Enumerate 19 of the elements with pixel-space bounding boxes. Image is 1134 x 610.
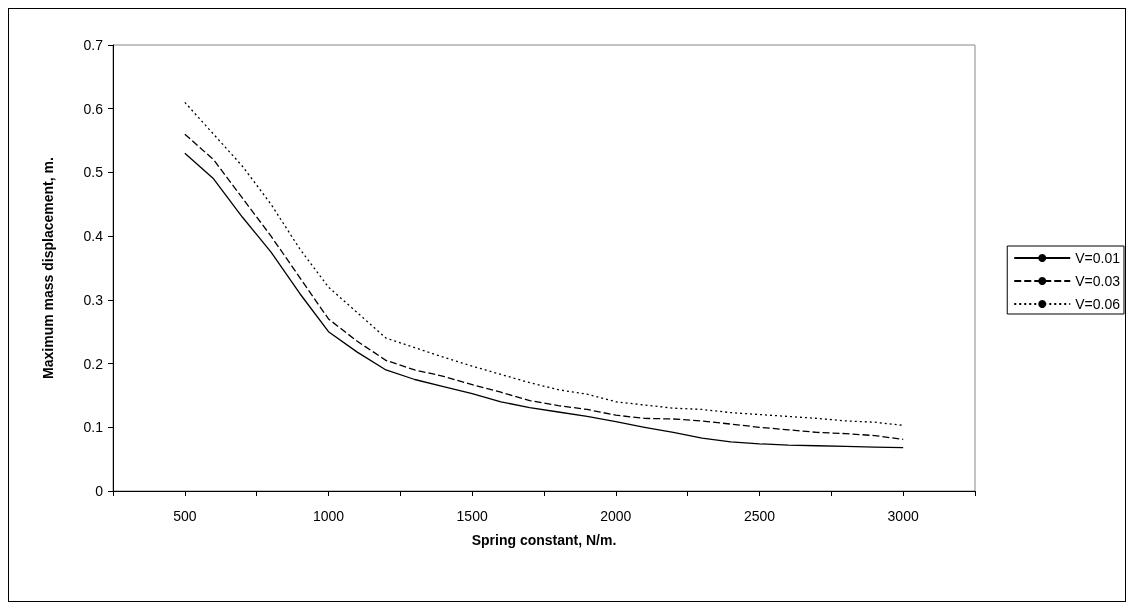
x-tick-label: 500 bbox=[173, 508, 197, 524]
y-tick-label: 0 bbox=[95, 483, 104, 499]
legend-label: V=0.06 bbox=[1075, 296, 1121, 312]
legend-label: V=0.01 bbox=[1075, 250, 1121, 266]
x-axis-title: Spring constant, N/m. bbox=[471, 532, 617, 548]
y-tick-label: 0.3 bbox=[83, 291, 104, 308]
x-tick-label: 2000 bbox=[600, 508, 632, 524]
y-tick-label: 0.2 bbox=[83, 355, 104, 372]
legend-label: V=0.03 bbox=[1075, 273, 1121, 289]
x-tick-label: 1500 bbox=[456, 508, 488, 524]
y-tick-label: 0.6 bbox=[83, 100, 104, 117]
x-tick-label: 2500 bbox=[743, 508, 776, 524]
y-tick-label: 0.1 bbox=[83, 419, 104, 436]
y-tick-label: 0.5 bbox=[83, 164, 104, 181]
y-tick-label: 0.7 bbox=[83, 37, 104, 53]
x-tick-label: 1000 bbox=[312, 508, 345, 524]
y-axis-title: Maximum mass displacement, m. bbox=[40, 157, 56, 379]
y-tick-label: 0.4 bbox=[83, 228, 104, 245]
x-tick-label: 3000 bbox=[887, 508, 919, 524]
